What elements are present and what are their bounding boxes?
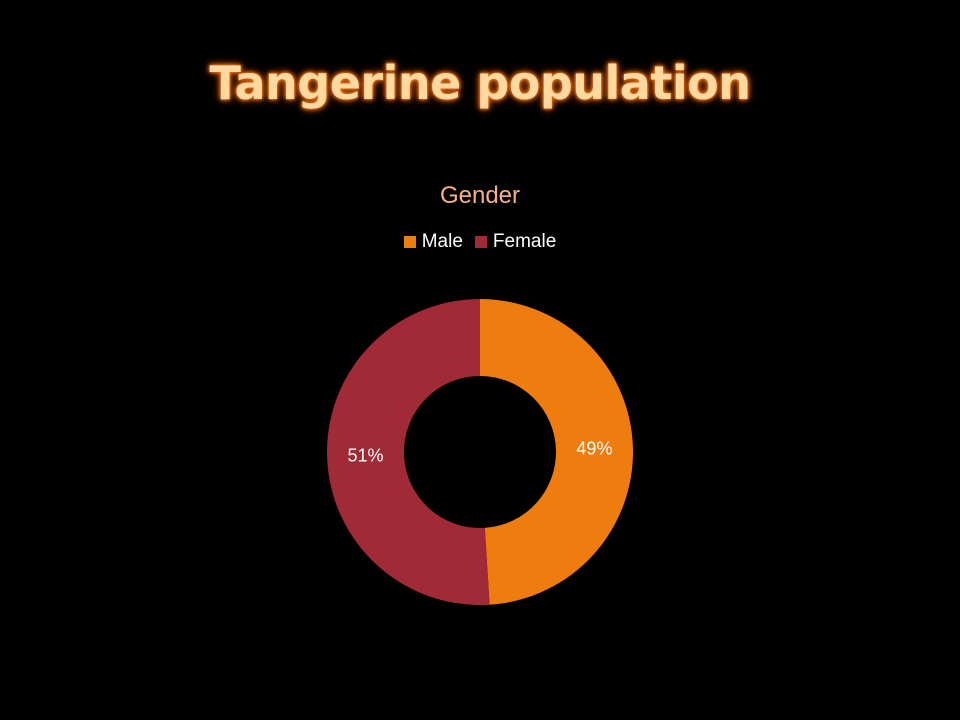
chart-area: Gender Male Female 49% 51% xyxy=(0,170,960,640)
data-label-male: 49% xyxy=(576,438,612,458)
legend-item-male: Male xyxy=(403,231,463,253)
legend-label-female: Female xyxy=(492,231,557,252)
legend-label-male: Male xyxy=(421,231,463,252)
slide-title: Tangerine population xyxy=(209,56,751,110)
data-label-female: 51% xyxy=(348,446,384,466)
chart-title: Gender xyxy=(439,182,521,209)
chart-legend: Male Female xyxy=(0,231,960,253)
donut-chart: 49% 51% xyxy=(327,299,634,605)
legend-item-female: Female xyxy=(474,231,557,253)
legend-swatch-female xyxy=(474,236,487,248)
legend-swatch-male xyxy=(403,236,416,248)
donut-slice-male xyxy=(480,299,634,605)
donut-slice-female xyxy=(327,299,490,605)
